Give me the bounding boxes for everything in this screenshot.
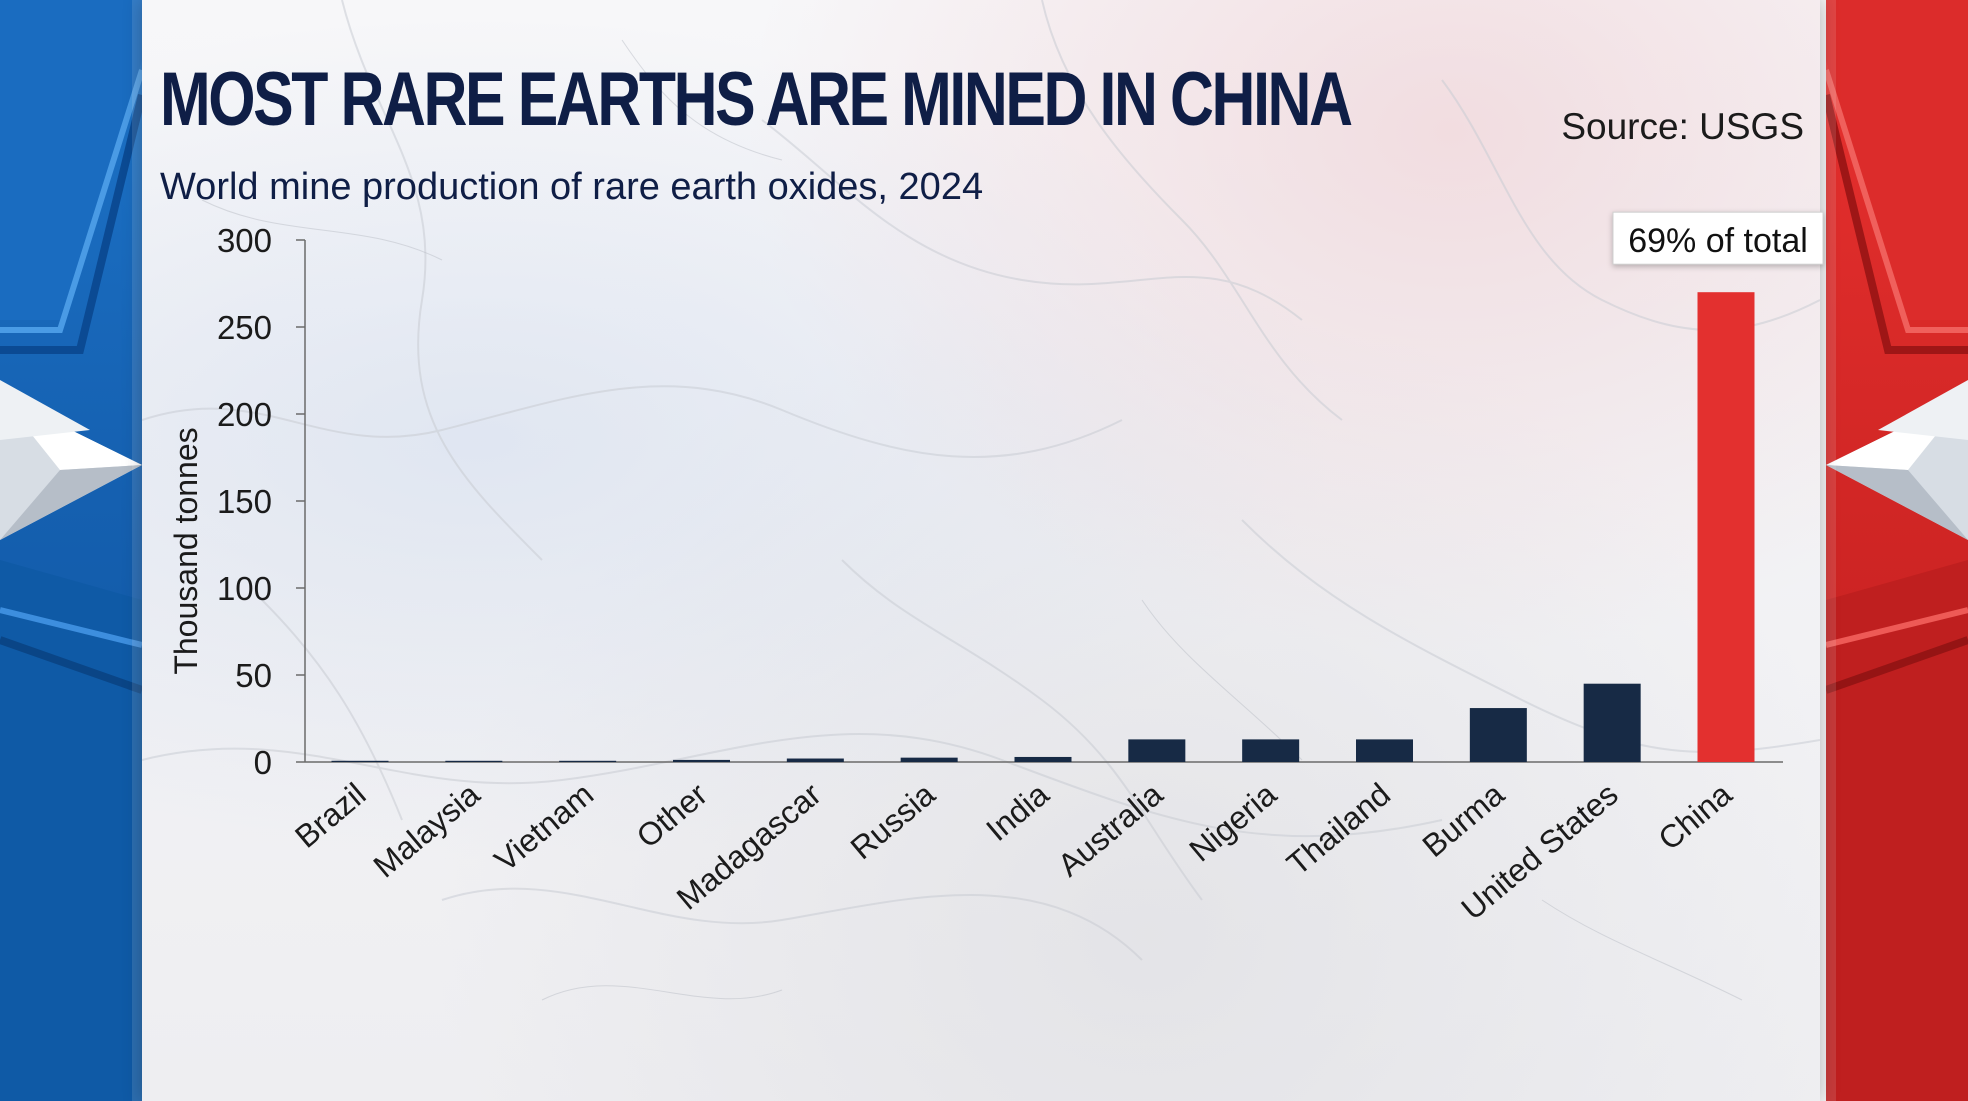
- annotation-box: [1612, 211, 1824, 265]
- bar-nigeria: [1242, 739, 1300, 762]
- y-tick-label: 200: [217, 396, 272, 433]
- left-blue-panel: [0, 0, 142, 1101]
- left-star-decoration: [0, 0, 142, 1101]
- y-tick-label: 0: [254, 744, 272, 781]
- page-title: MOST RARE EARTHS ARE MINED IN CHINA: [160, 57, 1353, 142]
- x-tick-label: India: [979, 776, 1055, 848]
- bars: [331, 292, 1755, 762]
- bar-other: [673, 759, 730, 762]
- y-tick-label: 250: [217, 309, 272, 346]
- bar-india: [1014, 756, 1072, 762]
- right-red-panel: [1826, 0, 1968, 1101]
- bar-thailand: [1356, 739, 1413, 762]
- x-tick-label: China: [1651, 776, 1738, 857]
- bar-russia: [900, 757, 958, 762]
- annotation-label: 69% of total: [1628, 222, 1808, 260]
- y-axis-title: Thousand tonnes: [168, 427, 204, 674]
- x-tick-label: Other: [630, 776, 715, 855]
- x-tick-label: Russia: [844, 776, 942, 867]
- y-tick-label: 300: [217, 222, 272, 259]
- y-tick-label: 50: [235, 657, 272, 694]
- x-tick-label: Australia: [1051, 776, 1170, 884]
- page-subtitle: World mine production of rare earth oxid…: [160, 166, 984, 208]
- x-tick-label: Brazil: [288, 776, 372, 855]
- annotation-group: 69% of total: [1612, 211, 1824, 265]
- bar-madagascar: [786, 758, 844, 762]
- x-tick-label: Thailand: [1280, 776, 1397, 882]
- right-star-decoration: [1826, 0, 1968, 1101]
- y-tick-label: 150: [217, 483, 272, 520]
- bar-malaysia: [445, 760, 503, 762]
- bar-burma: [1469, 708, 1527, 762]
- x-tick-label: Malaysia: [366, 776, 486, 885]
- marble-veins: [142, 0, 1820, 1001]
- bar-brazil: [331, 760, 389, 762]
- y-tick-label: 100: [217, 570, 272, 607]
- y-axis-ticks: 0 50 100 150 200 250 300: [217, 222, 305, 781]
- marble-background: [142, 0, 1820, 1101]
- x-tick-label: Nigeria: [1182, 776, 1283, 869]
- bar-china: [1697, 292, 1755, 762]
- x-tick-label: Vietnam: [488, 776, 601, 879]
- bar-australia: [1128, 739, 1186, 762]
- source-label: Source: USGS: [1561, 106, 1804, 147]
- bar-united-states: [1583, 683, 1641, 762]
- x-tick-label: Burma: [1415, 776, 1510, 864]
- bar-vietnam: [559, 760, 617, 762]
